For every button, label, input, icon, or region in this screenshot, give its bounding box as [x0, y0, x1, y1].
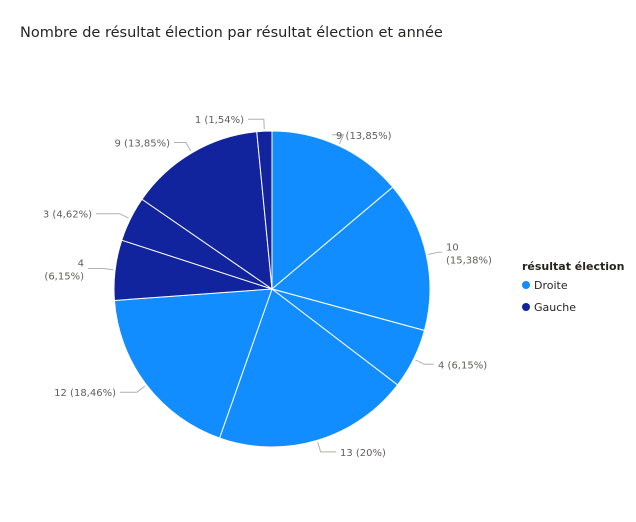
pie-slice-droite-1[interactable]	[271, 130, 394, 291]
legend-marker-gauche[interactable]	[522, 303, 530, 311]
data-label-1: 9 (13,85%)	[336, 131, 392, 142]
leader-line-5	[120, 385, 146, 393]
data-label-6: 4 (6,15%)	[44, 259, 84, 283]
legend-label-gauche[interactable]: Gauche	[534, 301, 576, 314]
pie-slice-droite-2[interactable]	[270, 186, 431, 332]
legend: résultat élection Droite Gauche	[522, 260, 624, 314]
data-label-5: 12 (18,46%)	[54, 388, 116, 399]
legend-title: résultat élection	[522, 260, 624, 273]
leader-line-1	[332, 134, 345, 145]
leader-line-7	[96, 213, 129, 219]
pie-slice-droite-5[interactable]	[113, 288, 273, 439]
data-labels: 9 (13,85%) 10 (15,38%) 4 (6,15%) 13 (20%) 12 …	[43, 115, 492, 459]
data-label-9: 1 (1,54%)	[195, 115, 244, 126]
pie-slice-gauche-8[interactable]	[141, 131, 273, 291]
leader-line-8	[174, 142, 192, 152]
pie-slices	[113, 130, 431, 448]
data-label-3: 4 (6,15%)	[438, 360, 487, 371]
leader-line-2	[428, 251, 442, 255]
legend-label-droite[interactable]: Droite	[534, 279, 568, 292]
data-label-4: 13 (20%)	[340, 448, 386, 459]
leader-line-3	[415, 359, 434, 365]
data-label-2: 10 (15,38%)	[446, 242, 492, 266]
leader-line-4	[317, 442, 336, 453]
pie-slice-gauche-9[interactable]	[256, 130, 273, 290]
data-label-7: 3 (4,62%)	[43, 210, 92, 221]
chart-title: Nombre de résultat élection par résultat…	[20, 25, 443, 41]
leader-line-9	[248, 118, 265, 130]
leader-line-6	[88, 268, 114, 271]
data-label-8: 9 (13,85%)	[115, 138, 171, 149]
pie-slice-droite-4[interactable]	[218, 288, 399, 448]
legend-marker-droite[interactable]	[522, 281, 530, 289]
